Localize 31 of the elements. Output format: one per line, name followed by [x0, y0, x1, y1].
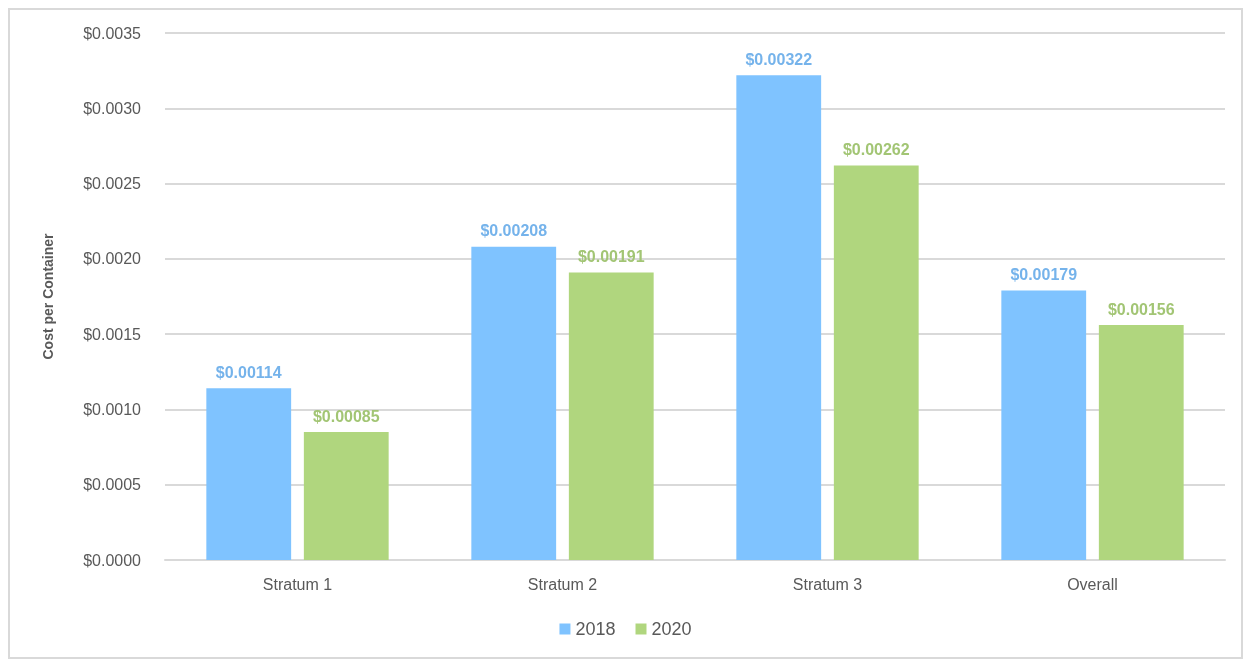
bar [833, 165, 919, 560]
bar [736, 75, 822, 560]
bar [1001, 290, 1087, 560]
y-tick-label: $0.0015 [83, 325, 142, 343]
x-tick-label: Stratum 2 [527, 575, 598, 593]
bar [568, 272, 654, 560]
y-tick-label: $0.0030 [83, 99, 142, 117]
data-label: $0.00208 [480, 222, 548, 240]
bar [1098, 325, 1184, 560]
y-tick-label: $0.0000 [83, 551, 142, 569]
x-tick-label: Stratum 1 [262, 575, 333, 593]
y-tick-label: $0.0020 [83, 250, 142, 268]
data-label: $0.00179 [1010, 265, 1078, 283]
bar [303, 432, 389, 560]
x-tick-label: Overall [1067, 575, 1118, 593]
data-label: $0.00322 [745, 50, 813, 68]
y-tick-label: $0.0035 [83, 24, 142, 42]
y-tick-label: $0.0025 [83, 175, 142, 193]
y-tick-label: $0.0010 [83, 400, 142, 418]
bar [206, 388, 292, 560]
bar [471, 246, 557, 560]
data-label: $0.00191 [577, 247, 645, 265]
x-tick-label: Stratum 3 [792, 575, 863, 593]
legend-label: 2018 [575, 619, 616, 639]
data-label: $0.00262 [842, 141, 910, 158]
legend-label: 2020 [651, 619, 692, 639]
y-axis-title: Cost per Container [40, 232, 56, 360]
data-label: $0.00114 [215, 363, 282, 381]
data-label: $0.00156 [1107, 300, 1175, 318]
y-tick-label: $0.0005 [83, 476, 142, 494]
data-label: $0.00085 [312, 407, 380, 425]
